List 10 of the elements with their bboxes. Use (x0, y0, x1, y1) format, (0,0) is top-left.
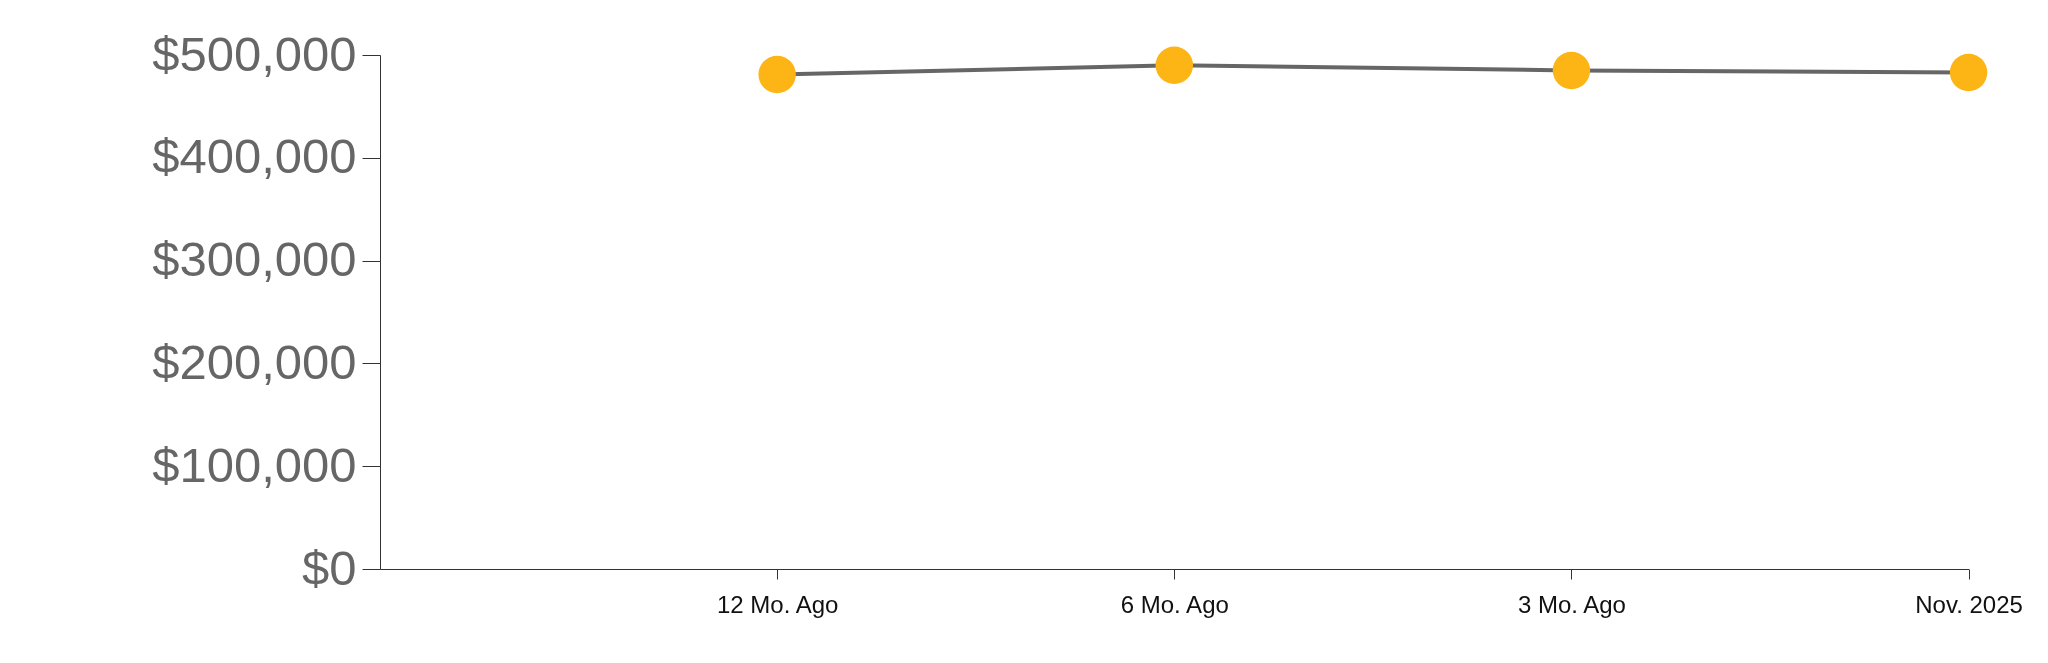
x-tick-label: 6 Mo. Ago (1120, 590, 1229, 618)
y-tick-label: $500,000 (152, 26, 357, 81)
x-tick-label: 12 Mo. Ago (716, 590, 839, 618)
y-tick-label: $400,000 (152, 129, 357, 184)
y-tick-label: $300,000 (152, 232, 357, 287)
y-tick-label: $200,000 (152, 334, 357, 389)
y-tick-label: $100,000 (152, 437, 357, 492)
y-tick-label: $0 (301, 540, 357, 595)
x-tick-label: 3 Mo. Ago (1517, 590, 1626, 618)
x-tick-label: Nov. 2025 (1915, 590, 2023, 618)
